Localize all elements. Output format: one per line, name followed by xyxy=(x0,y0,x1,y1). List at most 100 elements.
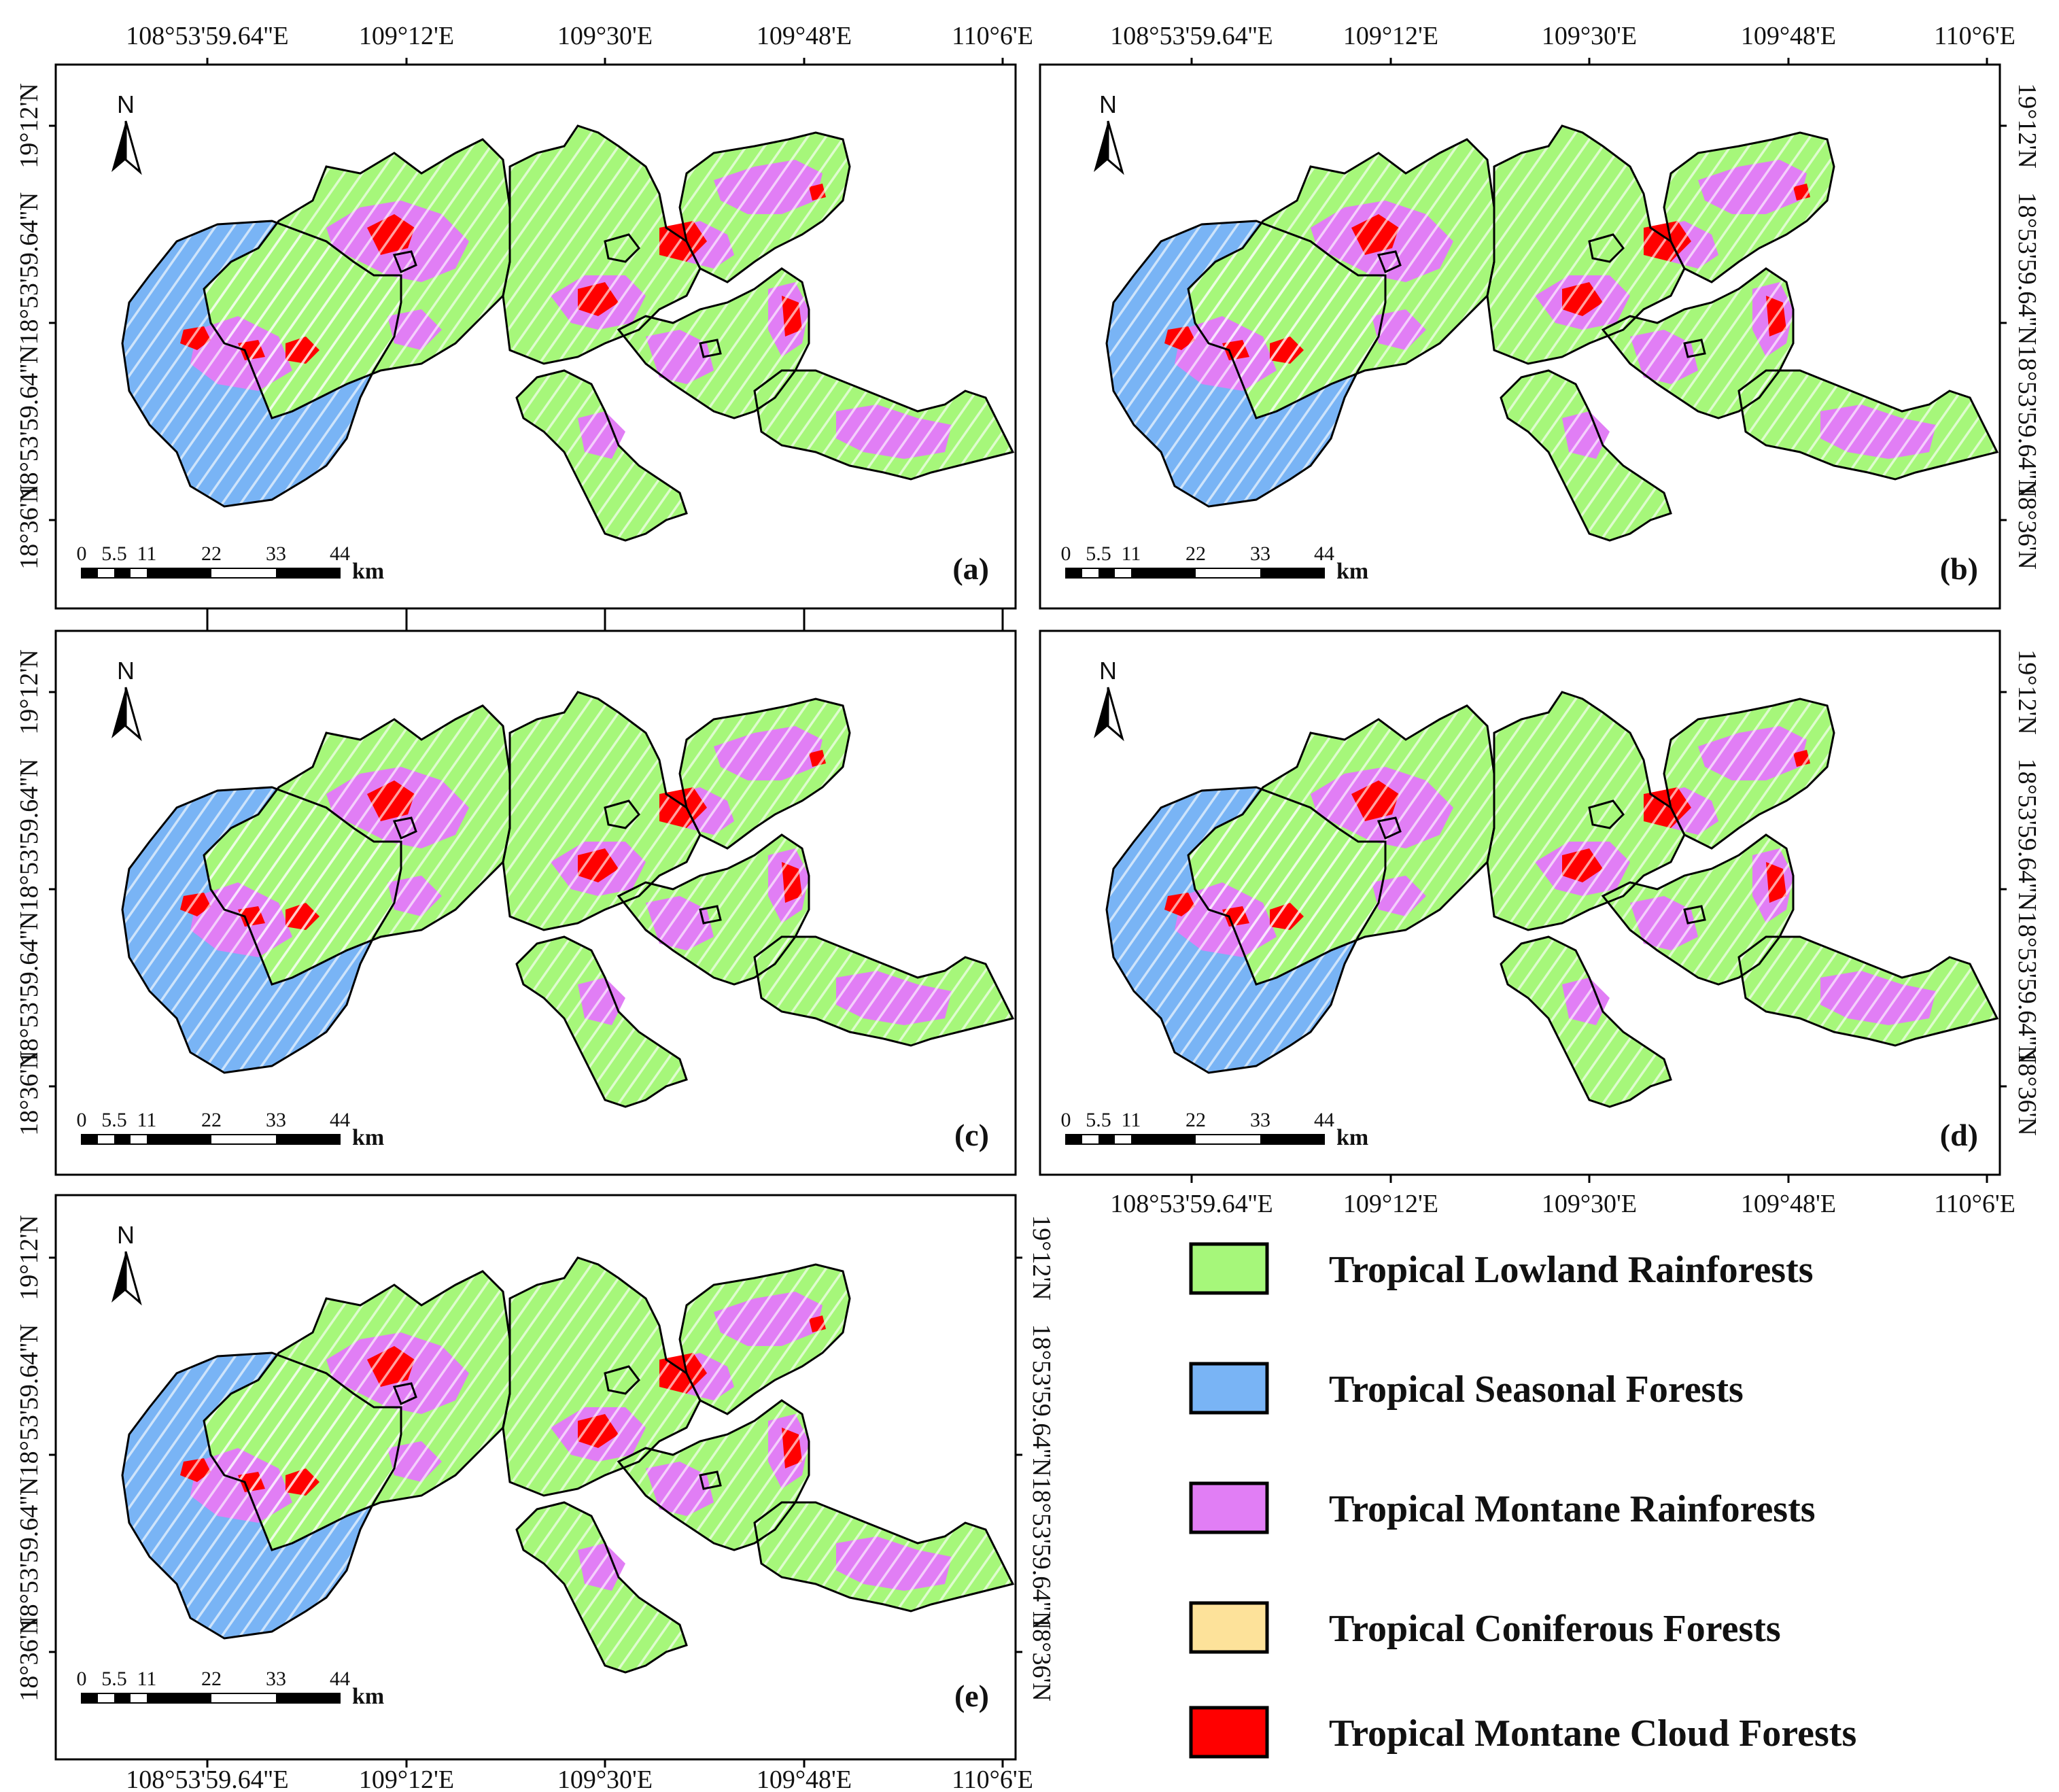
scale-tick: 22 xyxy=(201,542,222,565)
longitude-tick-label: 110°6'E xyxy=(952,1765,1033,1792)
scale-tick: 33 xyxy=(1250,542,1270,565)
map-panel-a: N 0 5.5 11 22 33 44 km (a) xyxy=(54,63,1017,610)
tick-marks xyxy=(49,58,2007,1768)
scale-tick: 0 xyxy=(77,1668,87,1690)
longitude-tick-label: 109°48'E xyxy=(757,22,852,50)
scale-tick: 22 xyxy=(1186,542,1206,565)
longitude-tick-label: 110°6'E xyxy=(1934,22,2015,50)
scale-bar: 0 5.5 11 22 33 44 km xyxy=(1061,542,1369,584)
scale-bar: 0 5.5 11 22 33 44 km xyxy=(77,1109,385,1150)
scale-bar: 0 5.5 11 22 33 44 km xyxy=(77,542,385,584)
scale-unit: km xyxy=(1336,1125,1368,1150)
latitude-tick-label: 18°53'59.64''N xyxy=(15,192,44,345)
longitude-tick-label: 108°53'59.64''E xyxy=(126,1765,288,1792)
longitude-tick-label: 109°48'E xyxy=(1741,1190,1836,1218)
latitude-tick-label: 18°53'59.64''N xyxy=(1027,1324,1056,1477)
scale-tick: 11 xyxy=(1122,542,1141,565)
map-panel-b: N 0 5.5 11 22 33 44 km (b) xyxy=(1039,63,2001,610)
legend-swatch xyxy=(1189,1242,1269,1295)
scale-unit: km xyxy=(352,559,384,584)
latitude-tick-label: 19°12'N xyxy=(1027,1215,1056,1300)
scale-tick: 11 xyxy=(1122,1109,1141,1131)
longitude-tick-label: 109°12'E xyxy=(359,1765,454,1792)
latitude-tick-label: 18°53'59.64''N xyxy=(15,1324,44,1477)
latitude-tick-label: 19°12'N xyxy=(2013,649,2041,735)
longitude-tick-label: 109°48'E xyxy=(1741,22,1836,50)
scale-tick: 5.5 xyxy=(101,1668,127,1690)
latitude-tick-label: 18°53'59.64''N xyxy=(15,759,44,912)
panel-label: (d) xyxy=(1940,1118,1978,1152)
latitude-tick-label: 18°36'N xyxy=(15,1616,44,1702)
legend: Tropical Lowland Rainforests Tropical Se… xyxy=(1189,1242,1856,1759)
panel-label: (a) xyxy=(952,551,989,586)
scale-tick: 44 xyxy=(330,1668,350,1690)
legend-label: Tropical Montane Rainforests xyxy=(1329,1488,1816,1530)
longitude-labels-top-left: 108°53'59.64''E 109°12'E 109°30'E 109°48… xyxy=(126,22,1033,50)
north-arrow: N xyxy=(110,1221,141,1304)
latitude-tick-label: 18°36'N xyxy=(2013,1050,2041,1136)
latitude-tick-label: 19°12'N xyxy=(15,83,44,169)
latitude-tick-label: 19°12'N xyxy=(15,649,44,735)
longitude-labels-bottom-left: 108°53'59.64''E 109°12'E 109°30'E 109°48… xyxy=(126,1765,1033,1792)
north-arrow: N xyxy=(110,657,141,740)
scale-unit: km xyxy=(352,1684,384,1709)
scale-tick: 5.5 xyxy=(101,542,127,565)
longitude-tick-label: 109°30'E xyxy=(557,22,653,50)
north-arrow-letter: N xyxy=(117,90,135,118)
legend-item: Tropical Montane Cloud Forests xyxy=(1189,1706,1856,1759)
latitude-tick-label: 18°36'N xyxy=(15,484,44,570)
scale-tick: 5.5 xyxy=(101,1109,127,1131)
map-panel-d: N 0 5.5 11 22 33 44 km (d) xyxy=(1039,630,2001,1176)
legend-label: Tropical Montane Cloud Forests xyxy=(1329,1712,1856,1755)
scale-bar: 0 5.5 11 22 33 44 km xyxy=(1061,1109,1369,1150)
map-panel-c: N 0 5.5 11 22 33 44 km (c) xyxy=(54,630,1017,1176)
scale-unit: km xyxy=(1336,559,1368,584)
legend-swatch xyxy=(1189,1601,1269,1654)
scale-tick: 22 xyxy=(1186,1109,1206,1131)
longitude-tick-label: 109°30'E xyxy=(557,1765,653,1792)
scale-tick: 33 xyxy=(266,1109,286,1131)
scale-tick: 0 xyxy=(77,542,87,565)
longitude-tick-label: 109°48'E xyxy=(757,1765,852,1792)
latitude-tick-label: 18°53'59.64''N xyxy=(15,912,44,1065)
panel-label: (c) xyxy=(954,1118,989,1152)
scale-tick: 44 xyxy=(1314,1109,1334,1131)
longitude-labels-top-right: 108°53'59.64''E 109°12'E 109°30'E 109°48… xyxy=(1110,22,2015,50)
scale-tick: 44 xyxy=(1314,542,1334,565)
legend-swatch xyxy=(1189,1362,1269,1415)
panel-label: (b) xyxy=(1940,551,1978,586)
legend-swatch xyxy=(1189,1706,1269,1759)
north-arrow: N xyxy=(1092,657,1124,740)
scale-tick: 33 xyxy=(266,542,286,565)
north-arrow-letter: N xyxy=(1099,90,1117,118)
scale-unit: km xyxy=(352,1125,384,1150)
longitude-tick-label: 108°53'59.64''E xyxy=(126,22,288,50)
scale-tick: 5.5 xyxy=(1086,1109,1111,1131)
north-arrow: N xyxy=(110,90,141,173)
scale-tick: 33 xyxy=(266,1668,286,1690)
longitude-tick-label: 108°53'59.64''E xyxy=(1110,1190,1273,1218)
panel-label: (e) xyxy=(954,1678,989,1713)
legend-label: Tropical Coniferous Forests xyxy=(1329,1608,1781,1650)
scale-tick: 11 xyxy=(137,1668,157,1690)
north-arrow-letter: N xyxy=(117,1221,135,1249)
longitude-tick-label: 109°12'E xyxy=(1343,22,1438,50)
scale-tick: 5.5 xyxy=(1086,542,1111,565)
legend-item: Tropical Lowland Rainforests xyxy=(1189,1242,1814,1295)
longitude-tick-label: 108°53'59.64''E xyxy=(1110,22,1273,50)
longitude-tick-label: 110°6'E xyxy=(1934,1190,2015,1218)
legend-item: Tropical Coniferous Forests xyxy=(1189,1601,1781,1654)
scale-tick: 44 xyxy=(330,542,350,565)
longitude-tick-label: 109°12'E xyxy=(1343,1190,1438,1218)
north-arrow-letter: N xyxy=(1099,657,1117,685)
scale-tick: 22 xyxy=(201,1109,222,1131)
legend-swatch xyxy=(1189,1481,1269,1534)
latitude-tick-label: 19°12'N xyxy=(15,1215,44,1300)
legend-item: Tropical Montane Rainforests xyxy=(1189,1481,1816,1534)
map-panel-e: N 0 5.5 11 22 33 44 km (e) xyxy=(54,1194,1017,1761)
latitude-tick-label: 18°53'59.64''N xyxy=(1027,1477,1056,1630)
latitude-labels-left: 19°12'N 18°53'59.64''N 18°53'59.64''N 18… xyxy=(15,83,44,1702)
longitude-labels-middle-right: 108°53'59.64''E 109°12'E 109°30'E 109°48… xyxy=(1110,1190,2015,1218)
scale-tick: 0 xyxy=(1061,542,1071,565)
